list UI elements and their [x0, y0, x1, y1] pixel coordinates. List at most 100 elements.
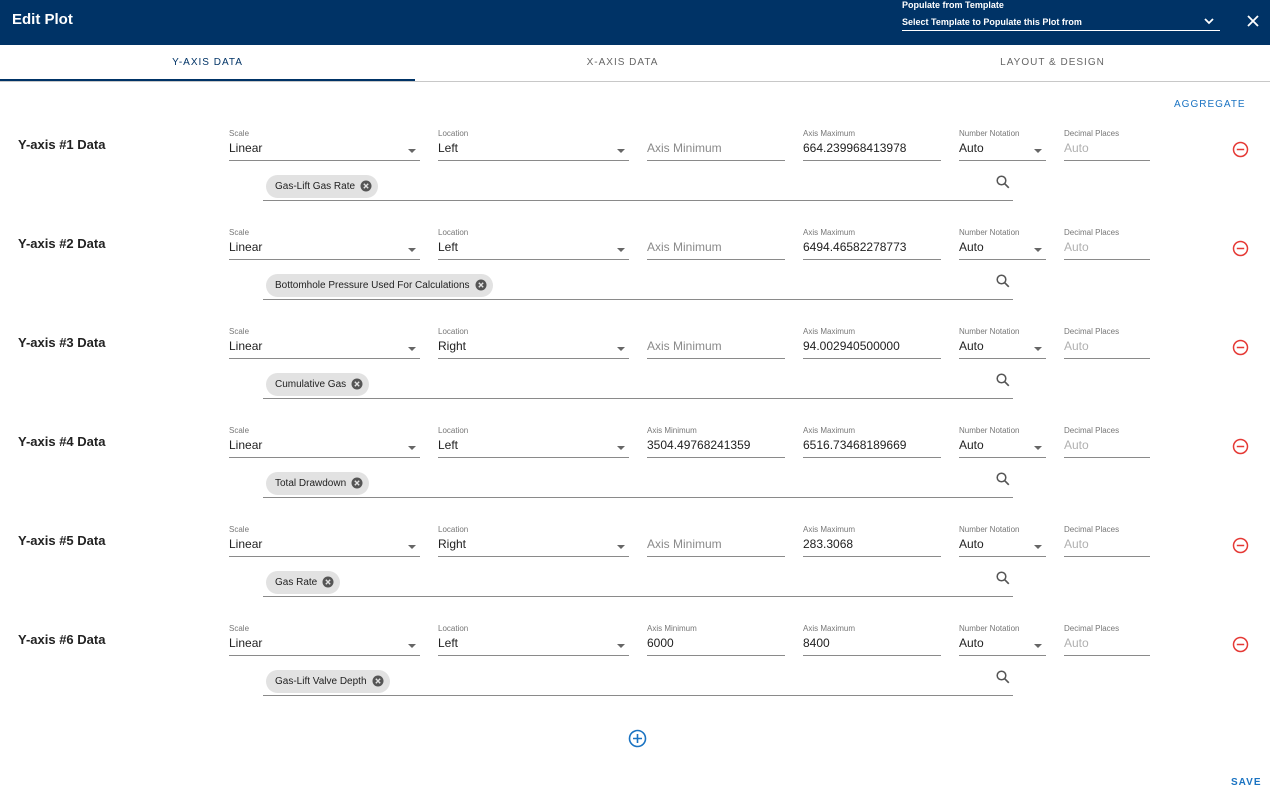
axis-max-input[interactable]: Axis Maximum 6516.73468189669 [803, 426, 941, 458]
axis-max-input[interactable]: Axis Maximum 664.239968413978 [803, 129, 941, 161]
dropdown-arrow-icon [408, 248, 416, 252]
notation-value: Auto [959, 537, 984, 551]
scale-select[interactable]: Scale Linear [229, 228, 420, 260]
search-icon[interactable] [996, 175, 1010, 189]
add-axis-icon[interactable] [628, 729, 647, 748]
axis-min-input[interactable]: Axis Minimum [647, 129, 785, 161]
dropdown-arrow-icon [1034, 347, 1042, 351]
tab-x-axis-data[interactable]: X-AXIS DATA [586, 57, 659, 68]
remove-circle-icon[interactable] [1232, 537, 1249, 554]
location-select[interactable]: Location Right [438, 327, 629, 359]
remove-circle-icon[interactable] [1232, 636, 1249, 653]
chip-remove-icon[interactable] [360, 180, 372, 192]
number-notation-select[interactable]: Number Notation Auto [959, 426, 1046, 458]
series-chip-label: Gas-Lift Gas Rate [275, 181, 356, 192]
y-axis-title: Y-axis #1 Data [18, 137, 106, 152]
decimal-places-input[interactable]: Decimal Places Auto [1064, 129, 1150, 161]
y-axis-title: Y-axis #5 Data [18, 533, 106, 548]
chip-remove-icon[interactable] [372, 675, 384, 687]
number-notation-select[interactable]: Number Notation Auto [959, 327, 1046, 359]
search-icon[interactable] [996, 670, 1010, 684]
number-notation-select[interactable]: Number Notation Auto [959, 525, 1046, 557]
location-value: Left [438, 240, 459, 254]
dropdown-arrow-icon [617, 545, 625, 549]
series-input[interactable]: Gas-Lift Gas Rate [263, 168, 1013, 201]
scale-value: Linear [229, 438, 263, 452]
save-button[interactable]: SAVE [1231, 777, 1262, 788]
axis-max-input[interactable]: Axis Maximum 94.002940500000 [803, 327, 941, 359]
scale-select[interactable]: Scale Linear [229, 525, 420, 557]
decimals-label: Decimal Places [1064, 426, 1120, 435]
close-icon[interactable] [1246, 14, 1260, 28]
remove-circle-icon[interactable] [1232, 438, 1249, 455]
remove-circle-icon[interactable] [1232, 240, 1249, 257]
dialog-title: Edit Plot [12, 11, 73, 28]
decimal-places-input[interactable]: Decimal Places Auto [1064, 525, 1150, 557]
axis-max-input[interactable]: Axis Maximum 6494.46582278773 [803, 228, 941, 260]
dropdown-arrow-icon [408, 149, 416, 153]
location-select[interactable]: Location Left [438, 426, 629, 458]
template-select[interactable]: Select Template to Populate this Plot fr… [902, 14, 1220, 31]
search-icon[interactable] [996, 274, 1010, 288]
series-chip-label: Bottomhole Pressure Used For Calculation… [275, 280, 470, 291]
axis-max-input[interactable]: Axis Maximum 283.3068 [803, 525, 941, 557]
axis-max-input[interactable]: Axis Maximum 8400 [803, 624, 941, 656]
axis-min-input[interactable]: Axis Minimum 3504.49768241359 [647, 426, 785, 458]
search-icon[interactable] [996, 472, 1010, 486]
scale-select[interactable]: Scale Linear [229, 327, 420, 359]
dropdown-arrow-icon [408, 446, 416, 450]
series-input[interactable]: Gas-Lift Valve Depth [263, 663, 1013, 696]
remove-circle-icon[interactable] [1232, 339, 1249, 356]
decimal-places-input[interactable]: Decimal Places Auto [1064, 228, 1150, 260]
chip-remove-icon[interactable] [322, 576, 334, 588]
axis-min-input[interactable]: Axis Minimum [647, 327, 785, 359]
number-notation-select[interactable]: Number Notation Auto [959, 228, 1046, 260]
axis-min-input[interactable]: Axis Minimum [647, 525, 785, 557]
decimals-value: Auto [1064, 339, 1089, 353]
tab-layout-design[interactable]: LAYOUT & DESIGN [1000, 57, 1105, 68]
chip-remove-icon[interactable] [351, 477, 363, 489]
axis-max-value: 94.002940500000 [803, 339, 900, 353]
series-chip[interactable]: Bottomhole Pressure Used For Calculation… [266, 274, 493, 297]
series-input[interactable]: Bottomhole Pressure Used For Calculation… [263, 267, 1013, 300]
template-label: Populate from Template [902, 0, 1004, 10]
notation-value: Auto [959, 438, 984, 452]
series-input[interactable]: Cumulative Gas [263, 366, 1013, 399]
decimal-places-input[interactable]: Decimal Places Auto [1064, 327, 1150, 359]
search-icon[interactable] [996, 373, 1010, 387]
tab-y-axis-data[interactable]: Y-AXIS DATA [172, 57, 243, 68]
aggregate-button[interactable]: AGGREGATE [1174, 99, 1246, 110]
series-chip[interactable]: Gas-Lift Valve Depth [266, 670, 390, 693]
axis-min-input[interactable]: Axis Minimum [647, 228, 785, 260]
search-icon[interactable] [996, 571, 1010, 585]
scale-label: Scale [229, 624, 250, 633]
scale-select[interactable]: Scale Linear [229, 624, 420, 656]
location-select[interactable]: Location Left [438, 129, 629, 161]
decimal-places-input[interactable]: Decimal Places Auto [1064, 426, 1150, 458]
scale-select[interactable]: Scale Linear [229, 426, 420, 458]
number-notation-select[interactable]: Number Notation Auto [959, 129, 1046, 161]
chip-remove-icon[interactable] [475, 279, 487, 291]
location-select[interactable]: Location Left [438, 624, 629, 656]
remove-circle-icon[interactable] [1232, 141, 1249, 158]
dropdown-arrow-icon [617, 446, 625, 450]
chip-remove-icon[interactable] [351, 378, 363, 390]
location-label: Location [438, 327, 469, 336]
location-select[interactable]: Location Right [438, 525, 629, 557]
dropdown-arrow-icon [617, 248, 625, 252]
series-chip[interactable]: Cumulative Gas [266, 373, 370, 396]
number-notation-select[interactable]: Number Notation Auto [959, 624, 1046, 656]
axis-min-input[interactable]: Axis Minimum 6000 [647, 624, 785, 656]
location-select[interactable]: Location Left [438, 228, 629, 260]
series-chip[interactable]: Gas-Lift Gas Rate [266, 175, 379, 198]
dropdown-arrow-icon [408, 545, 416, 549]
series-chip[interactable]: Gas Rate [266, 571, 341, 594]
series-input[interactable]: Gas Rate [263, 564, 1013, 597]
scale-select[interactable]: Scale Linear [229, 129, 420, 161]
tab-bar: Y-AXIS DATA X-AXIS DATA LAYOUT & DESIGN [0, 45, 1270, 82]
decimals-label: Decimal Places [1064, 129, 1120, 138]
decimal-places-input[interactable]: Decimal Places Auto [1064, 624, 1150, 656]
decimals-value: Auto [1064, 636, 1089, 650]
series-input[interactable]: Total Drawdown [263, 465, 1013, 498]
series-chip[interactable]: Total Drawdown [266, 472, 370, 495]
